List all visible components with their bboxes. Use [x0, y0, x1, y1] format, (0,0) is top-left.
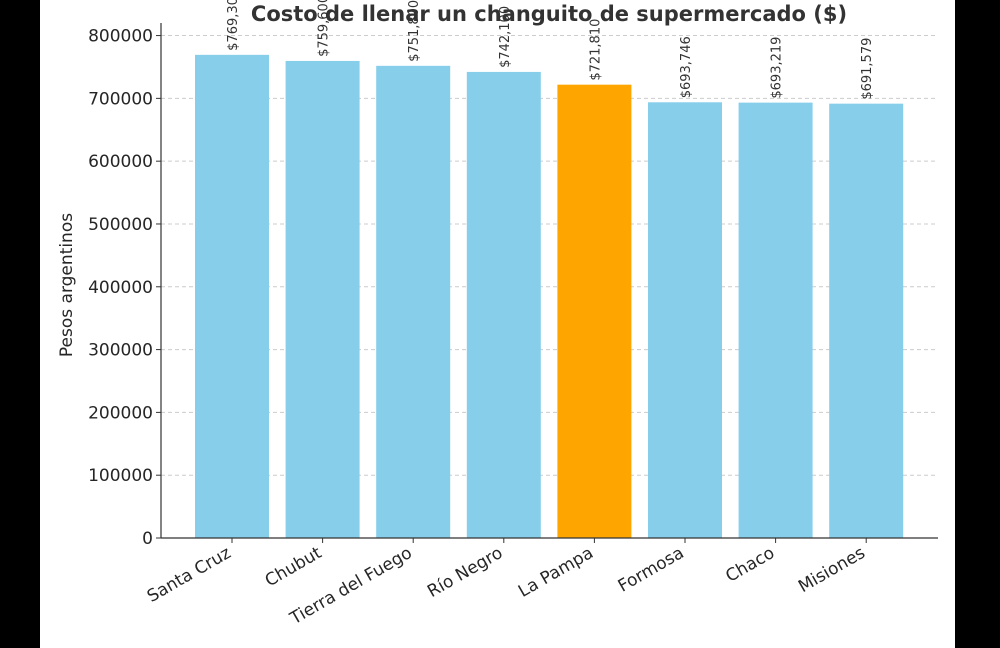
bar — [285, 60, 360, 539]
value-label: $721,810 — [588, 19, 603, 81]
value-label: $769,300 — [226, 0, 241, 51]
bar — [195, 54, 269, 538]
bar — [648, 102, 722, 538]
bar — [557, 84, 632, 539]
value-label: $693,219 — [770, 37, 785, 99]
bar — [466, 71, 541, 539]
y-tick-label: 700000 — [88, 89, 153, 109]
chart-title: Costo de llenar un changuito de supermer… — [251, 2, 847, 26]
y-tick-label: 0 — [142, 529, 153, 549]
value-label: $742,100 — [498, 6, 513, 68]
y-tick-label: 600000 — [88, 152, 153, 172]
value-label: $693,746 — [679, 36, 694, 98]
value-label: $751,800 — [407, 0, 422, 62]
y-axis-label: Pesos argentinos — [57, 213, 77, 357]
y-tick-label: 500000 — [88, 215, 153, 235]
bar — [738, 102, 813, 539]
y-tick-label: 100000 — [88, 466, 153, 486]
y-tick-label: 800000 — [88, 27, 153, 47]
y-tick-label: 300000 — [88, 341, 153, 361]
y-tick-label: 400000 — [88, 278, 153, 298]
bars: $769,300 $759,600 $751,800 $742,100 $721,810… — [195, 0, 904, 539]
value-label: $759,600 — [317, 0, 332, 57]
y-tick-label: 200000 — [88, 403, 153, 423]
bar — [376, 65, 451, 539]
bar — [829, 103, 904, 538]
value-label: $691,579 — [860, 38, 875, 100]
